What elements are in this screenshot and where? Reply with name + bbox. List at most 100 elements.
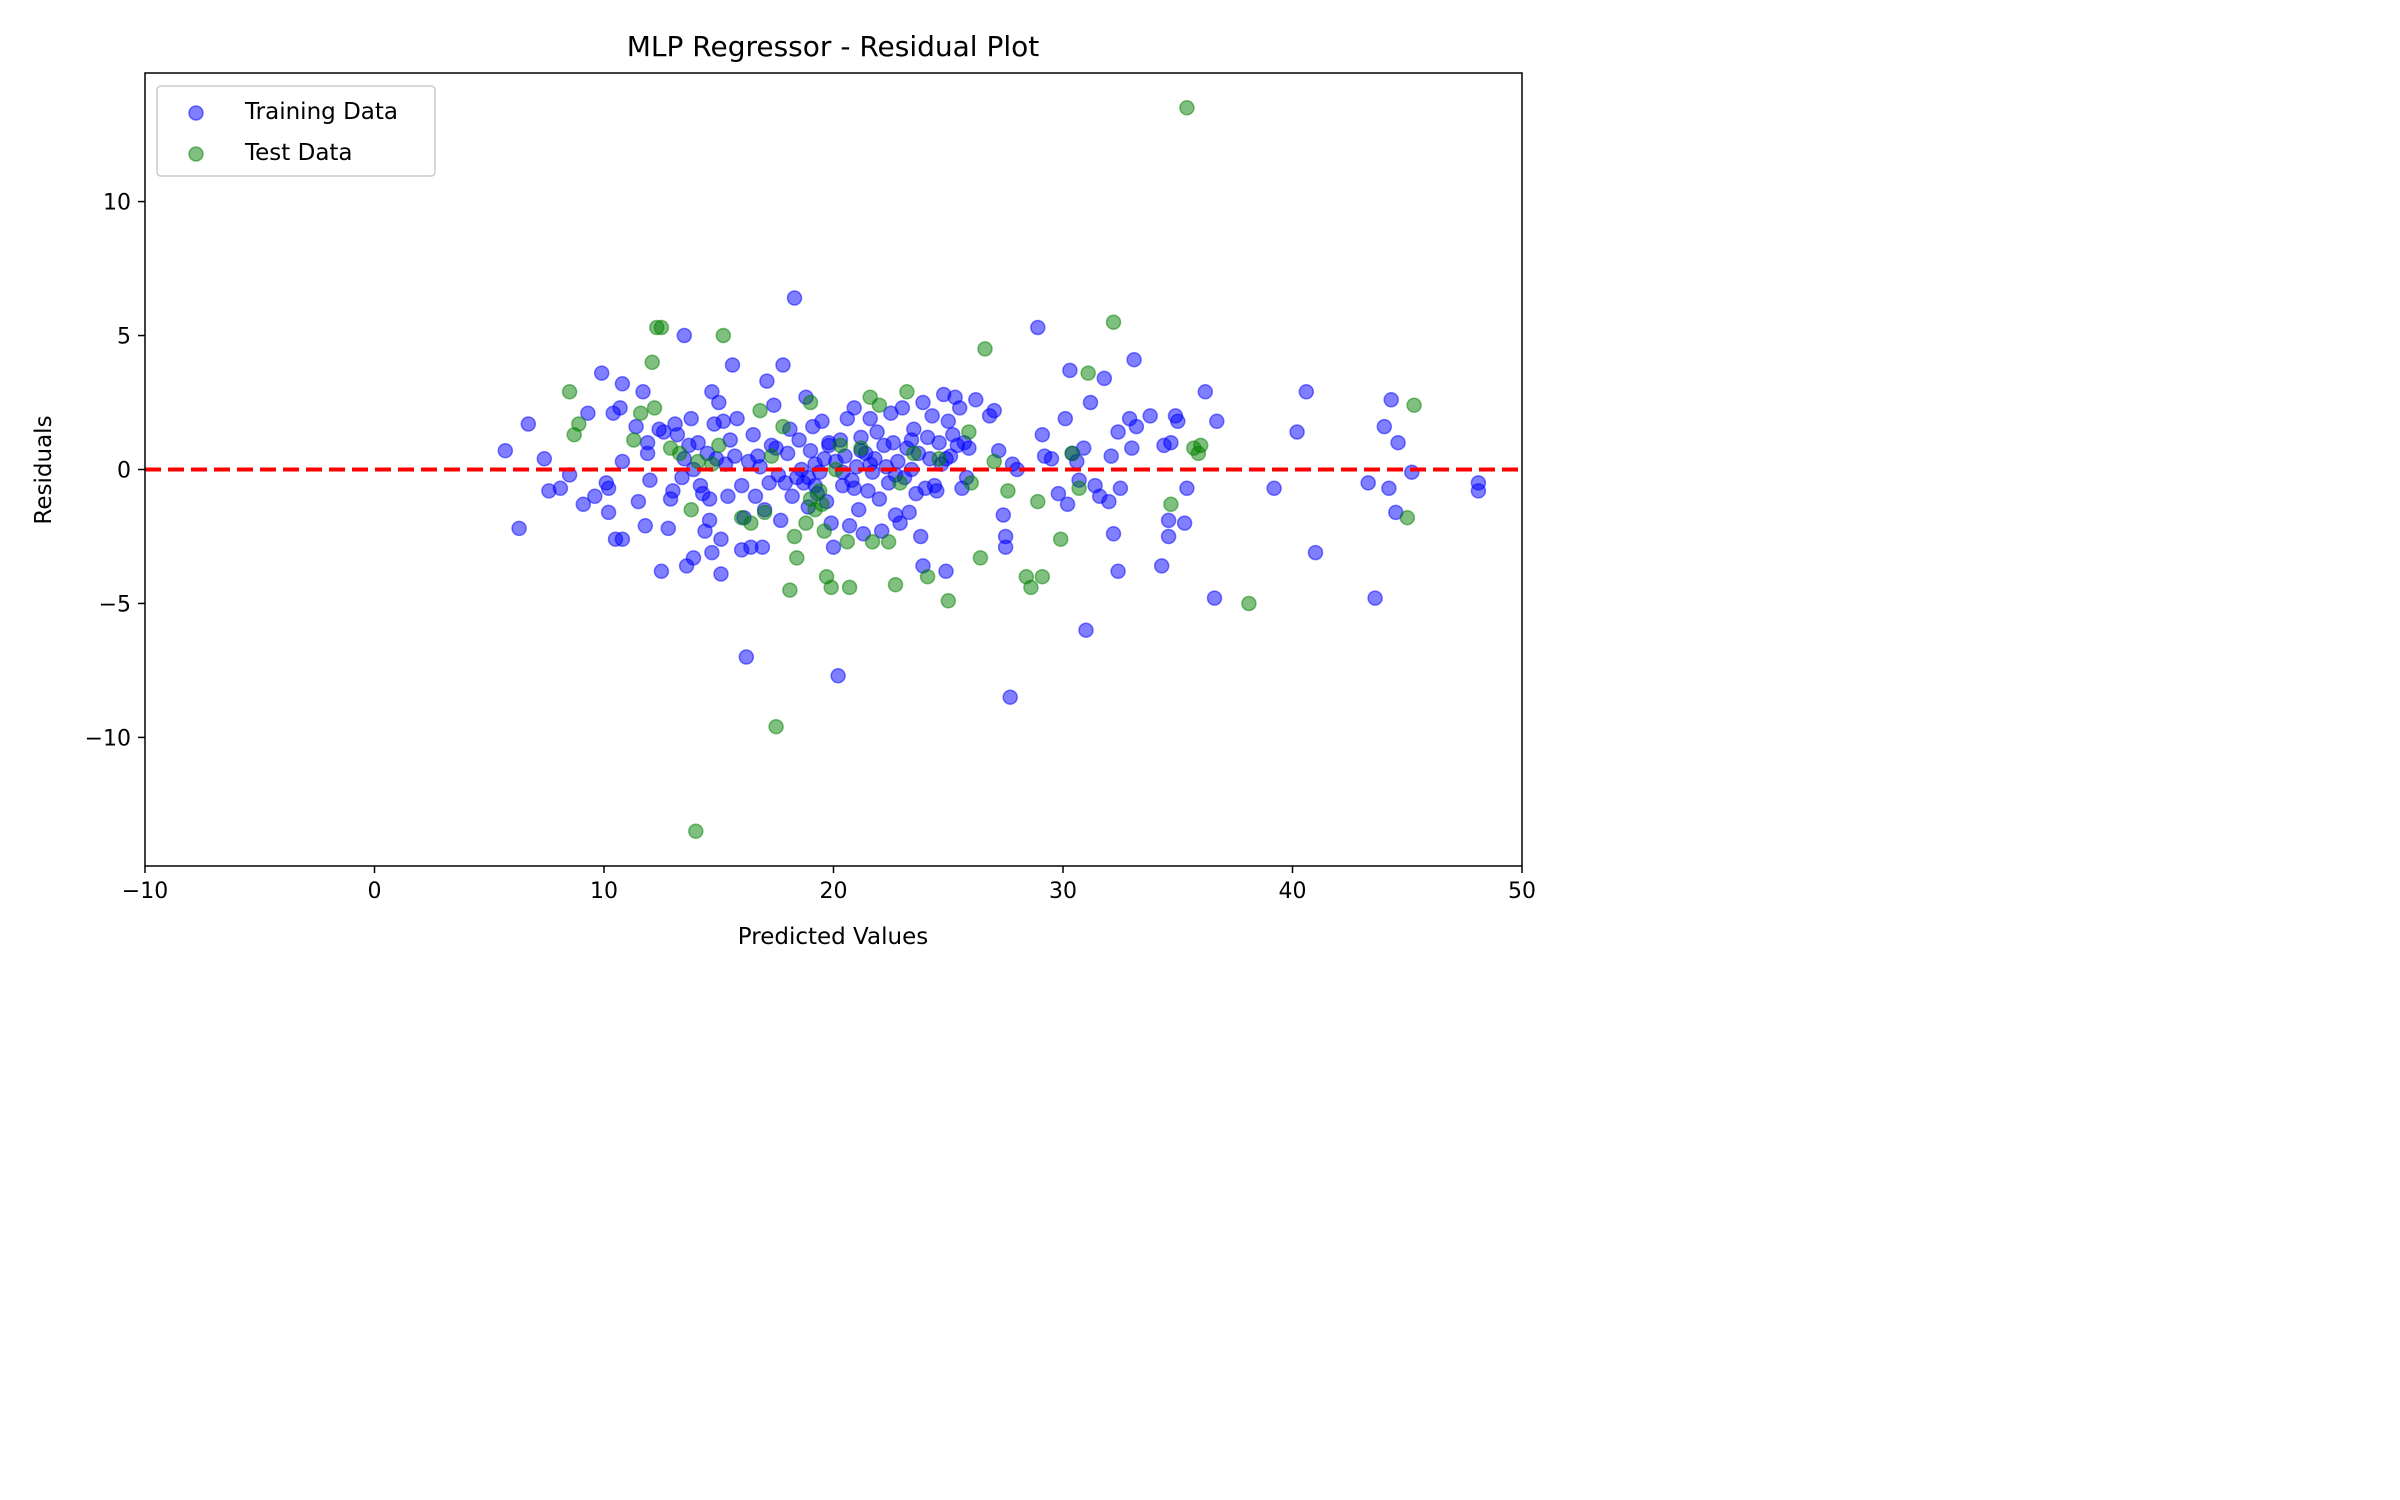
y-tick-label: 10 [103,191,131,216]
training-point-9 [587,488,603,505]
training-point-52 [711,394,727,411]
test-point-69 [1399,509,1416,526]
training-point-178 [1062,362,1078,379]
training-point-161 [968,392,984,408]
training-point-151 [940,413,957,430]
test-point-40 [871,397,888,413]
test-point-45 [919,568,936,585]
training-point-56 [720,488,736,505]
training-point-47 [701,512,718,529]
training-point-18 [614,531,631,547]
training-point-77 [772,512,789,529]
training-point-25 [639,445,656,462]
training-point-224 [1470,483,1487,499]
x-ticks: −10 0 10 20 30 40 50 [122,866,1536,904]
training-point-85 [791,432,807,448]
training-point-59 [727,448,743,464]
test-point-42 [887,576,904,593]
test-point-26 [789,550,805,566]
training-point-90 [802,442,819,459]
training-point-70 [754,539,771,555]
training-point-192 [1110,424,1126,440]
test-point-57 [1034,568,1051,585]
training-point-207 [1179,480,1195,497]
training-point-215 [1360,475,1376,491]
training-point-238 [651,421,667,438]
training-point-177 [1059,496,1076,513]
training-point-46 [701,491,718,507]
test-point-43 [899,384,915,400]
training-point-187 [1096,370,1113,387]
test-point-6 [646,400,663,416]
training-point-80 [779,445,796,462]
test-point-19 [752,402,768,419]
training-point-138 [912,528,929,545]
training-point-176 [1057,410,1074,427]
training-point-201 [1160,528,1177,545]
training-point-27 [653,563,670,580]
training-point-193 [1112,480,1129,497]
training-point-156 [951,400,968,416]
test-point-61 [1080,365,1096,381]
training-point-209 [1206,590,1223,606]
training-point-82 [784,488,800,505]
training-point-146 [929,483,945,499]
training-point-214 [1307,544,1324,561]
training-point-139 [915,394,931,411]
training-point-23 [637,518,654,534]
x-tick-label: 20 [820,879,848,904]
training-point-195 [1124,440,1140,456]
training-point-206 [1176,515,1193,531]
training-point-126 [885,434,901,451]
training-point-221 [1390,434,1406,451]
training-point-222 [1404,464,1420,480]
training-point-184 [1082,394,1099,411]
training-point-100 [825,539,842,555]
y-tick-label: 0 [117,459,131,484]
test-point-55 [1023,579,1039,596]
training-point-233 [903,432,920,448]
training-point-213 [1298,384,1315,400]
training-point-109 [846,400,862,416]
training-point-35 [676,327,693,344]
y-ticks: −10 −5 0 5 10 [85,191,145,751]
training-point-163 [986,402,1002,419]
training-point-111 [850,501,867,518]
training-point-19 [614,453,631,470]
training-point-210 [1209,413,1225,430]
test-point-70 [1406,397,1422,413]
test-point-22 [768,718,784,735]
test-point-2 [571,416,587,432]
chart-title: MLP Regressor - Residual Plot [627,30,1040,63]
test-point-39 [864,534,881,550]
test-point-52 [986,453,1002,470]
training-point-218 [1381,480,1397,497]
test-point-4 [632,405,649,421]
test-point-13 [690,453,706,470]
test-point-24 [782,582,798,598]
training-point-72 [759,373,775,389]
x-tick-label: 40 [1279,879,1307,904]
test-point-68 [1241,595,1257,612]
training-point-8 [580,405,596,421]
training-point-165 [995,507,1012,523]
training-point-217 [1376,418,1393,435]
training-point-67 [745,426,761,443]
training-point-120 [871,491,888,507]
training-point-208 [1197,384,1214,400]
legend-label-test: Test Data [244,140,353,166]
training-point-49 [704,544,720,561]
legend-marker-training [188,105,204,121]
training-point-39 [683,410,699,427]
legend-box [156,85,436,177]
training-point-20 [628,418,644,435]
training-point-58 [724,357,741,373]
training-point-7 [575,496,592,513]
y-tick-label: −10 [85,726,131,751]
test-point-5 [644,354,660,371]
test-point-3 [626,432,642,448]
test-point-12 [688,823,704,839]
test-point-0 [561,384,578,400]
training-point-236 [715,413,732,430]
test-point-10 [671,445,688,462]
